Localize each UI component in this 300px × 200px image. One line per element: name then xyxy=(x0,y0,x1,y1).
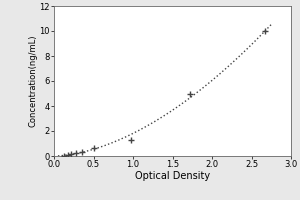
X-axis label: Optical Density: Optical Density xyxy=(135,171,210,181)
Y-axis label: Concentration(ng/mL): Concentration(ng/mL) xyxy=(29,35,38,127)
